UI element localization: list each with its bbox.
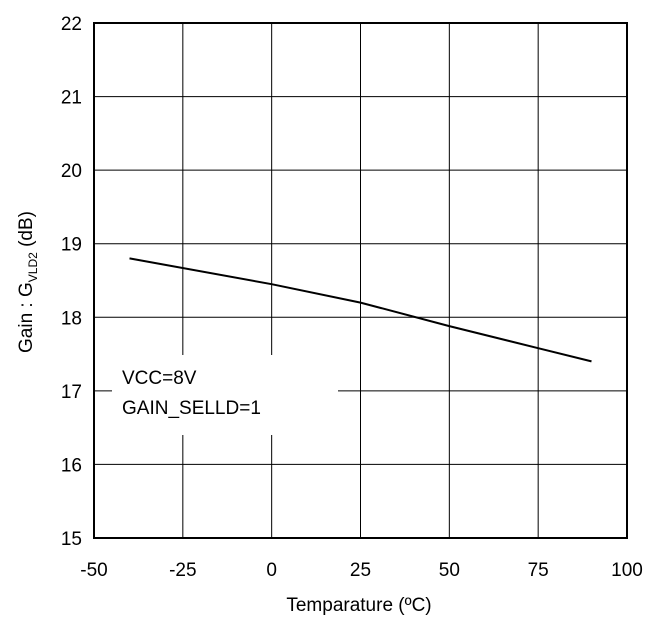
annotation-background (112, 355, 338, 435)
y-axis-label-subscript: VLD2 (26, 252, 40, 282)
series-layer (129, 257, 592, 363)
grid-lines (93, 22, 628, 539)
annotation-gain-sel: GAIN_SELLD=1 (122, 398, 261, 419)
plot-frame (93, 22, 628, 539)
y-tick-label-1: 16 (61, 455, 82, 476)
y-tick-label-7: 22 (61, 14, 82, 35)
x-axis-label: Temparature (ºC) (286, 595, 431, 616)
y-tick-label-3: 18 (61, 308, 82, 329)
y-tick-label-0: 15 (61, 529, 82, 550)
series-line-0 (129, 257, 592, 363)
annotation-vcc: VCC=8V (122, 368, 197, 389)
y-axis-label-prefix: Gain : G (16, 282, 37, 353)
x-tick-label-5: 75 (528, 560, 549, 581)
x-tick-label-1: -25 (169, 560, 196, 581)
y-tick-label-2: 17 (61, 382, 82, 403)
x-tick-labels: -50 -25 0 25 50 75 100 (80, 560, 643, 581)
y-tick-label-5: 20 (61, 161, 82, 182)
x-tick-label-6: 100 (611, 560, 643, 581)
y-axis-label: Gain : GVLD2 (dB) (16, 211, 40, 353)
y-tick-label-4: 19 (61, 235, 82, 256)
y-tick-labels: 15 16 17 18 19 20 21 22 (61, 14, 82, 550)
x-tick-label-4: 50 (439, 560, 460, 581)
x-tick-label-0: -50 (80, 560, 107, 581)
x-tick-label-3: 25 (350, 560, 371, 581)
y-tick-label-6: 21 (61, 88, 82, 109)
x-tick-label-2: 0 (266, 560, 277, 581)
y-axis-label-suffix: (dB) (16, 211, 37, 252)
